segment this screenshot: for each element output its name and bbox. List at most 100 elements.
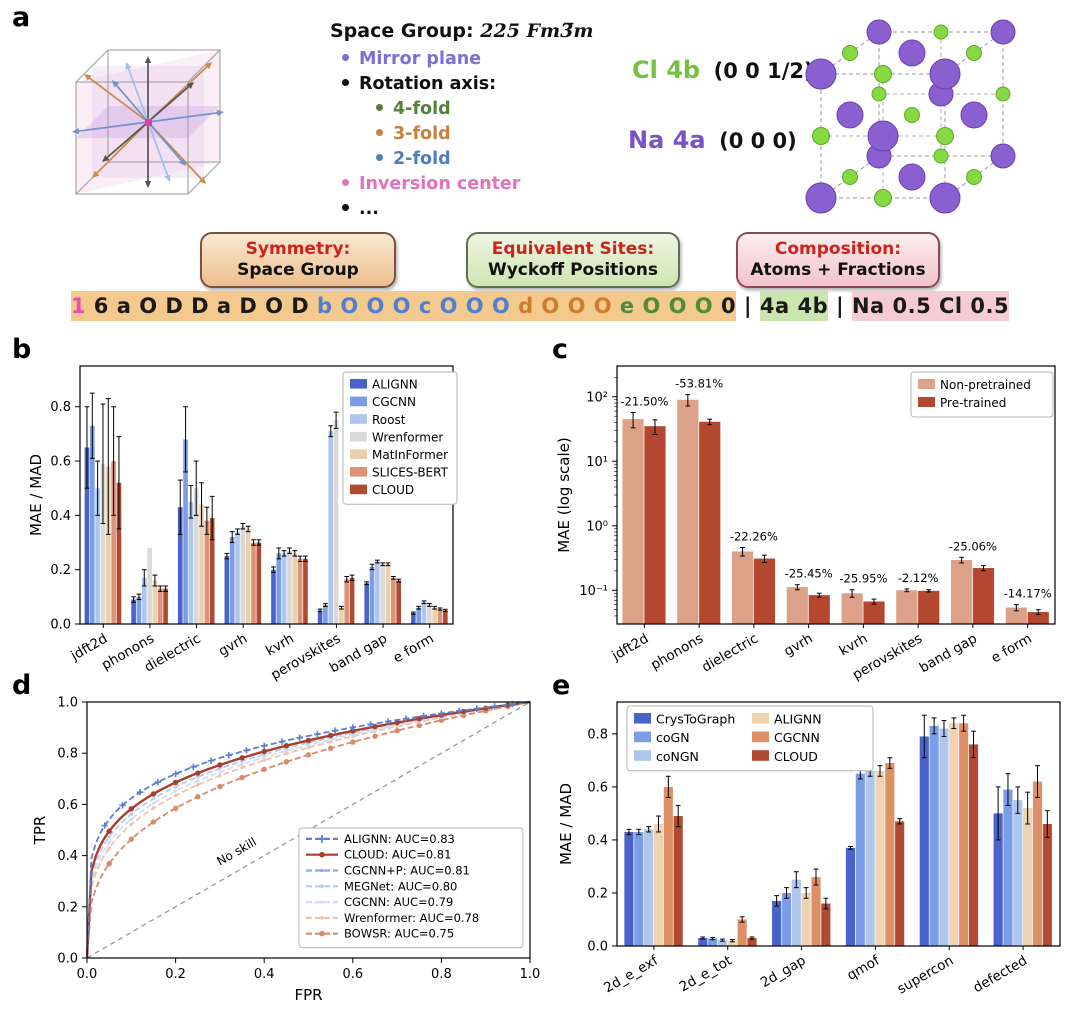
svg-text:ALIGNN: ALIGNN (372, 378, 418, 392)
svg-text:MAE / MAD: MAE / MAD (557, 783, 575, 865)
bullet-dot (376, 129, 383, 136)
bar (747, 938, 757, 946)
svg-text:10⁰: 10⁰ (586, 519, 608, 534)
panel-label-b: b (12, 334, 32, 365)
encoding-segment: 0 (720, 291, 737, 321)
bar (950, 559, 973, 624)
bar (224, 556, 230, 624)
bar (271, 569, 276, 624)
bar (841, 593, 863, 624)
svg-text:10²: 10² (586, 390, 608, 405)
svg-text:1.0: 1.0 (57, 696, 78, 711)
svg-text:Non-pretrained: Non-pretrained (940, 378, 1031, 392)
bar (1003, 789, 1013, 946)
bar (919, 736, 929, 946)
pct-annotation: -25.06% (949, 539, 997, 553)
concept-box-subtitle: Atoms + Fractions (750, 260, 926, 280)
bar (375, 561, 380, 624)
svg-text:band gap: band gap (917, 631, 980, 677)
svg-text:CLOUD: AUC=0.81: CLOUD: AUC=0.81 (344, 848, 451, 862)
bar (256, 542, 262, 624)
bar (811, 877, 821, 946)
bar (737, 919, 747, 946)
pct-annotation: -14.17% (1004, 587, 1052, 601)
concept-box-composition: Composition: Atoms + Fractions (736, 232, 940, 288)
bar (731, 551, 754, 624)
legend-box (626, 705, 874, 772)
bar (323, 604, 328, 624)
bullet-label: 2-fold (393, 149, 451, 169)
bullet-label: 3-fold (393, 124, 451, 144)
encoding-segment: Na 0.5 Cl 0.5 (851, 291, 1010, 321)
roc-curve (86, 701, 531, 959)
bar (95, 488, 100, 624)
bar (344, 579, 350, 624)
bar (644, 829, 654, 946)
bar (437, 609, 443, 624)
bar (380, 564, 386, 624)
svg-text:CGCNN+P: AUC=0.81: CGCNN+P: AUC=0.81 (344, 864, 470, 878)
bar (209, 518, 215, 624)
bar (152, 580, 158, 624)
concept-box-equivalent-sites: Equivalent Sites: Wyckoff Positions (466, 232, 680, 288)
site-cl-coords: (0 0 1/2) (713, 59, 814, 83)
bar (855, 773, 865, 946)
bar (385, 564, 391, 624)
bar (177, 507, 183, 624)
bar (396, 580, 402, 624)
concept-box-symmetry: Symmetry: Space Group (200, 232, 396, 288)
bar (229, 537, 235, 624)
bar (699, 421, 721, 624)
bar (939, 728, 949, 946)
bar (443, 610, 448, 624)
svg-text:0.0: 0.0 (587, 940, 608, 955)
bar (199, 504, 204, 624)
bar (421, 602, 427, 624)
bar (427, 604, 432, 624)
svg-text:coGN: coGN (656, 730, 690, 745)
bar (677, 399, 699, 624)
bar (634, 831, 644, 946)
bar (845, 847, 856, 946)
pct-annotation: -2.12% (898, 571, 939, 585)
svg-text:CGCNN: CGCNN (372, 395, 416, 409)
svg-text:phonons: phonons (648, 631, 706, 674)
chart-c-pretraining-bars: 10⁻¹ 10⁰ 10¹ 10² -21.50% jdft2d -53.81% phonons… (555, 365, 1056, 682)
bar (204, 520, 210, 624)
pct-annotation: -25.45% (785, 567, 833, 581)
pct-annotation: -21.50% (620, 395, 668, 409)
svg-text:1.0: 1.0 (520, 967, 541, 982)
bar (416, 607, 421, 624)
bar (781, 892, 792, 946)
bar (863, 601, 885, 624)
bar (297, 558, 303, 624)
bar (622, 419, 644, 624)
encoding-segment: d O O O (518, 291, 620, 321)
svg-text:qmof: qmof (844, 952, 883, 984)
chart-d-roc-curves: 0.0 0.2 0.4 0.6 0.8 1.0 0.0 0.2 0.4 0.6 0.8 1.0 No s… (31, 696, 541, 1005)
bar (369, 566, 375, 624)
bar (1013, 800, 1023, 946)
bar (727, 940, 737, 946)
bar (328, 431, 334, 624)
svg-text:0.6: 0.6 (57, 798, 78, 813)
bar (644, 426, 666, 624)
bar (1027, 612, 1049, 624)
bar (801, 892, 811, 946)
bullet-label: ... (359, 199, 379, 219)
bar (949, 723, 959, 946)
bar (188, 501, 194, 624)
bar (791, 879, 801, 946)
svg-text:2d_e_exf: 2d_e_exf (601, 952, 662, 996)
svg-text:10¹: 10¹ (586, 455, 608, 470)
symmetry-bullet-item: 3-fold (376, 122, 630, 147)
svg-text:0.4: 0.4 (254, 967, 275, 982)
bar (84, 447, 90, 624)
site-cl: Cl 4b (0 0 1/2) (632, 56, 814, 84)
encoding-segment: 6 a O D D a D O D (85, 291, 317, 321)
svg-text:dielectric: dielectric (699, 631, 761, 676)
svg-text:FPR: FPR (294, 986, 322, 1004)
svg-text:0.2: 0.2 (165, 967, 186, 982)
symmetry-bullet-item: Inversion center (342, 172, 630, 197)
